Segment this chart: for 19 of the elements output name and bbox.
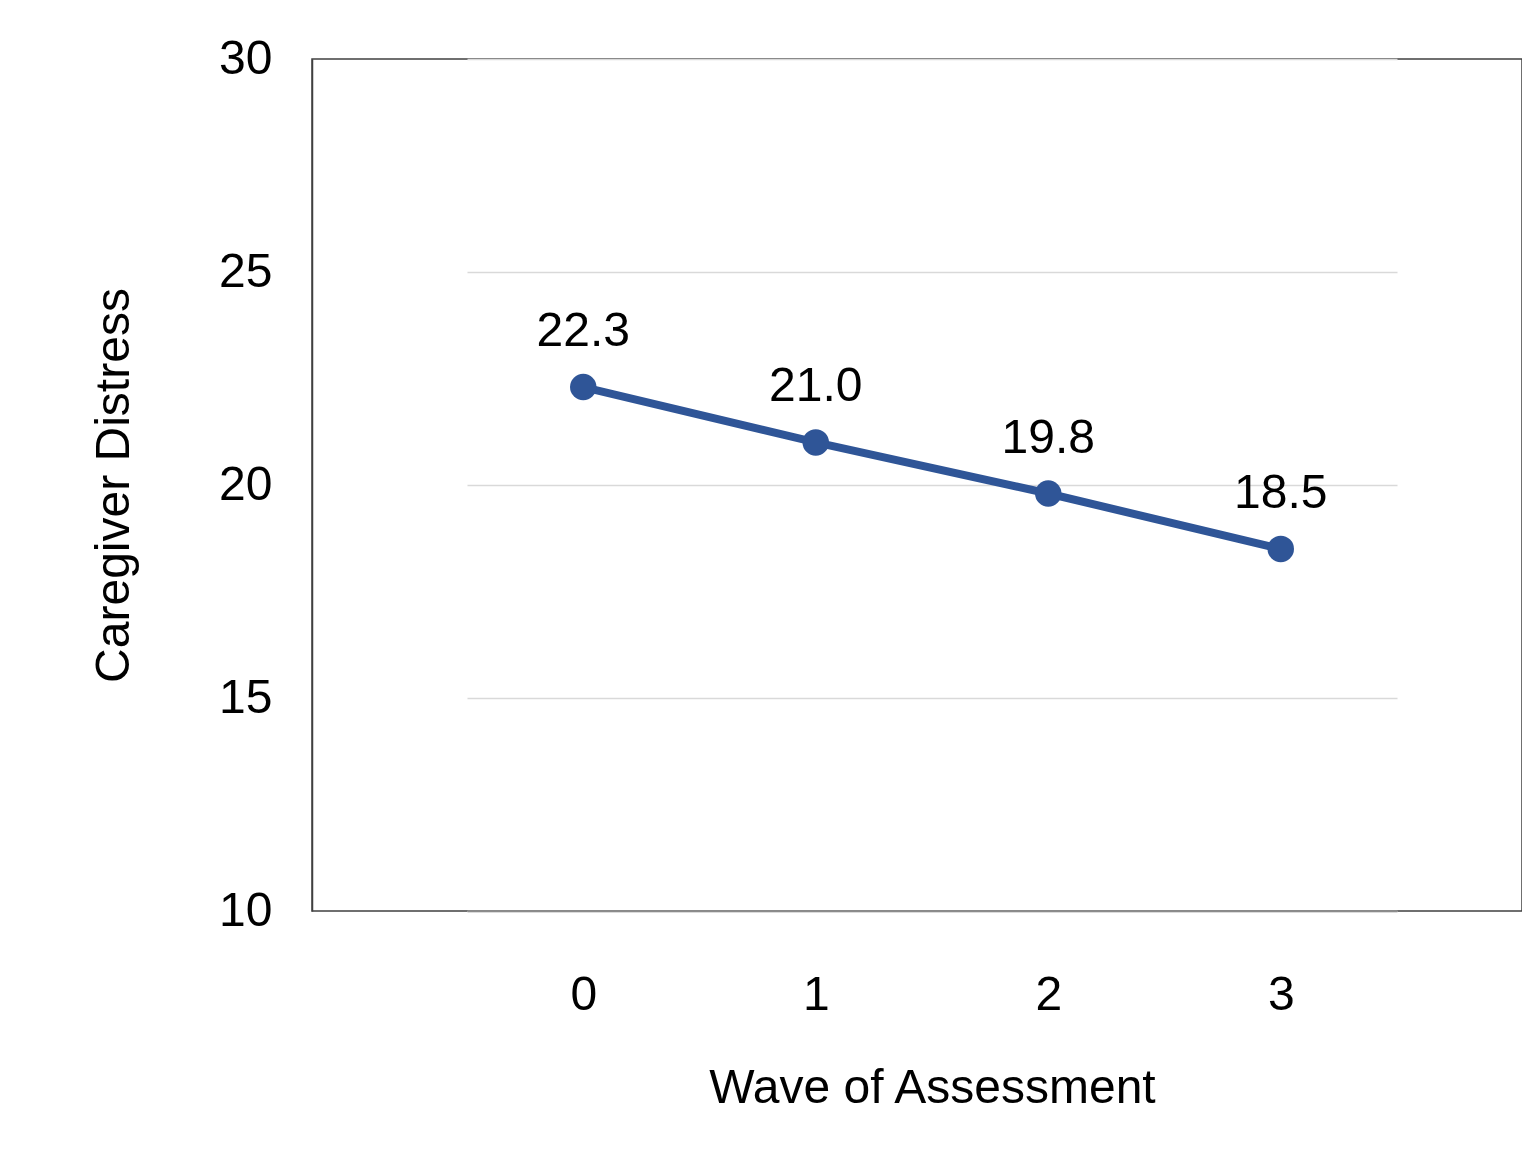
y-tick-label: 10 bbox=[219, 882, 273, 936]
point bbox=[802, 429, 829, 456]
text: 22.3 bbox=[536, 303, 630, 357]
y-tick-label: 15 bbox=[219, 669, 273, 723]
x-tick-label: 2 bbox=[1035, 966, 1063, 1020]
x-tick-label: 0 bbox=[570, 966, 598, 1020]
point bbox=[1267, 535, 1294, 563]
text: 21.0 bbox=[769, 358, 863, 412]
point bbox=[570, 373, 597, 401]
x-tick-label: 1 bbox=[802, 966, 830, 1020]
x-axis-title: Wave of Assessment bbox=[709, 1059, 1156, 1113]
point bbox=[1035, 480, 1062, 507]
text: 19.8 bbox=[1001, 409, 1095, 463]
y-axis-title: Caregiver Distress bbox=[86, 288, 140, 683]
y-tick-label: 25 bbox=[219, 243, 273, 297]
x-tick-label: 3 bbox=[1267, 966, 1295, 1020]
y-tick-label: 20 bbox=[219, 456, 273, 510]
text: 18.5 bbox=[1234, 464, 1328, 518]
y-tick-label: 30 bbox=[219, 30, 273, 84]
